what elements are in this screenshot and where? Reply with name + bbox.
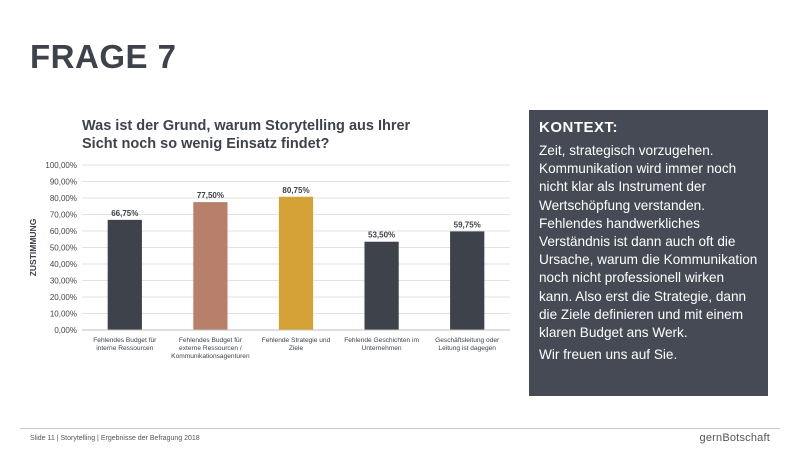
bar — [193, 202, 228, 330]
x-tick-label: Geschäftsleitung oder Leitung ist dagegen — [435, 337, 500, 352]
data-label: 59,75% — [454, 220, 481, 229]
data-label: 77,50% — [197, 191, 224, 200]
data-label: 53,50% — [368, 231, 395, 240]
y-tick-label: 30,00% — [50, 277, 77, 286]
y-tick-label: 50,00% — [50, 244, 77, 253]
y-tick-label: 10,00% — [50, 310, 77, 319]
context-heading: KONTEXT: — [539, 119, 618, 136]
y-axis-label: ZUSTIMMUNG — [28, 218, 38, 276]
context-body: Zeit, strategisch vorzugehen. Kommunikat… — [539, 143, 758, 341]
data-label: 80,75% — [282, 186, 309, 195]
x-tick-label: Fehlende Strategie und Ziele — [262, 337, 331, 352]
y-tick-label: 40,00% — [50, 260, 77, 269]
y-tick-label: 0,00% — [54, 326, 77, 335]
y-tick-label: 100,00% — [45, 161, 77, 170]
x-tick-label: Fehlendes Budget für externe Ressourcen /… — [171, 337, 250, 360]
context-closing: Wir freuen uns auf Sie. — [539, 347, 678, 363]
bar — [450, 231, 485, 330]
bar-chart: 0,00% 10,00% 20,00% 30,00% 40,00% 50,00% 60,00… — [28, 161, 510, 360]
chart-title: Was ist der Grund, warum Storytelling au… — [82, 118, 411, 152]
slide-title: FRAGE 7 — [30, 38, 177, 75]
x-tick-label: Fehlende Geschichten im Unternehmen — [344, 337, 419, 352]
y-tick-label: 20,00% — [50, 293, 77, 302]
y-tick-label: 70,00% — [50, 211, 77, 220]
y-tick-label: 60,00% — [50, 227, 77, 236]
bar — [107, 219, 142, 330]
data-label: 66,75% — [111, 209, 138, 218]
footer-text: Slide 11 | Storytelling | Ergebnisse der… — [30, 435, 200, 442]
y-tick-label: 90,00% — [50, 178, 77, 187]
x-tick-label: Fehlendes Budget für interne Ressourcen — [93, 337, 157, 352]
bar — [364, 241, 399, 330]
context-box: KONTEXT: Zeit, strategisch vorzugehen. K… — [529, 110, 768, 396]
y-tick-label: 80,00% — [50, 194, 77, 203]
bar — [278, 196, 314, 330]
brand-logo: gernBotschaft — [699, 432, 770, 444]
footer-divider — [20, 428, 780, 429]
